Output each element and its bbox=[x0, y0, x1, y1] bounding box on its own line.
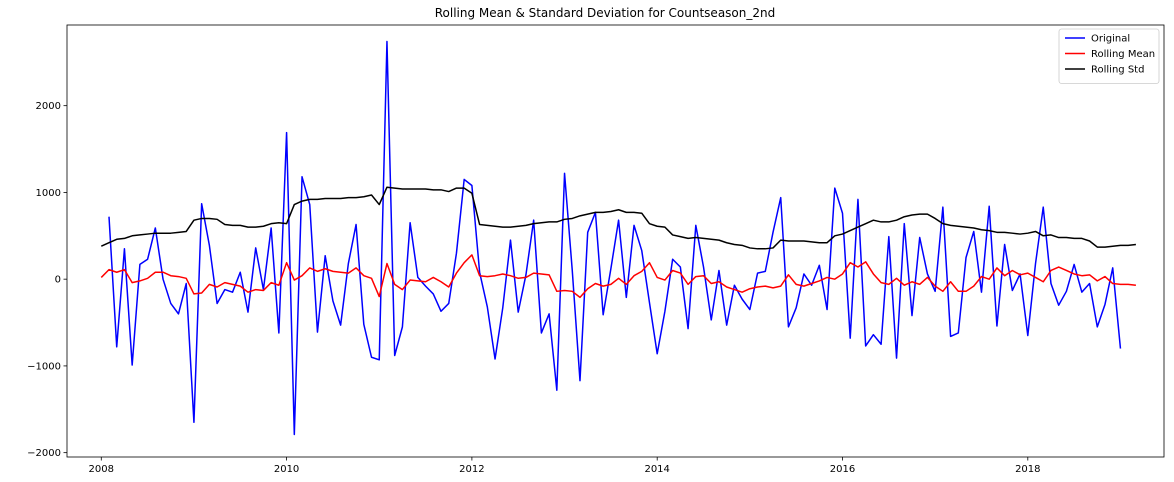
legend-label: Original bbox=[1091, 34, 1130, 45]
x-tick-label: 2010 bbox=[274, 464, 299, 475]
chart-title: Rolling Mean & Standard Deviation for Co… bbox=[435, 6, 775, 20]
legend-label: Rolling Mean bbox=[1091, 49, 1155, 60]
x-tick-label: 2014 bbox=[644, 464, 669, 475]
x-tick-label: 2008 bbox=[89, 464, 114, 475]
series-line-rolling-std bbox=[100, 186, 1136, 250]
y-tick-label: 1000 bbox=[36, 188, 61, 199]
y-tick-label: −2000 bbox=[27, 448, 61, 459]
y-tick-label: 0 bbox=[55, 275, 61, 286]
series-line-original bbox=[108, 40, 1122, 436]
legend: Original Rolling Mean Rolling Std bbox=[1058, 28, 1160, 84]
x-tick-label: 2018 bbox=[1015, 464, 1040, 475]
y-axis: −2000 −1000 0 1000 2000 bbox=[27, 101, 67, 459]
plot-lines bbox=[100, 40, 1136, 436]
y-tick-label: −1000 bbox=[27, 361, 61, 372]
x-axis: 2008 2010 2012 2014 2016 2018 bbox=[89, 457, 1041, 475]
plot-frame bbox=[66, 24, 1165, 458]
series-line-rolling-mean bbox=[100, 254, 1136, 299]
x-tick-label: 2012 bbox=[459, 464, 484, 475]
x-tick-label: 2016 bbox=[830, 464, 855, 475]
y-tick-label: 2000 bbox=[36, 101, 61, 112]
legend-label: Rolling Std bbox=[1091, 65, 1144, 76]
legend-box bbox=[1058, 28, 1160, 84]
